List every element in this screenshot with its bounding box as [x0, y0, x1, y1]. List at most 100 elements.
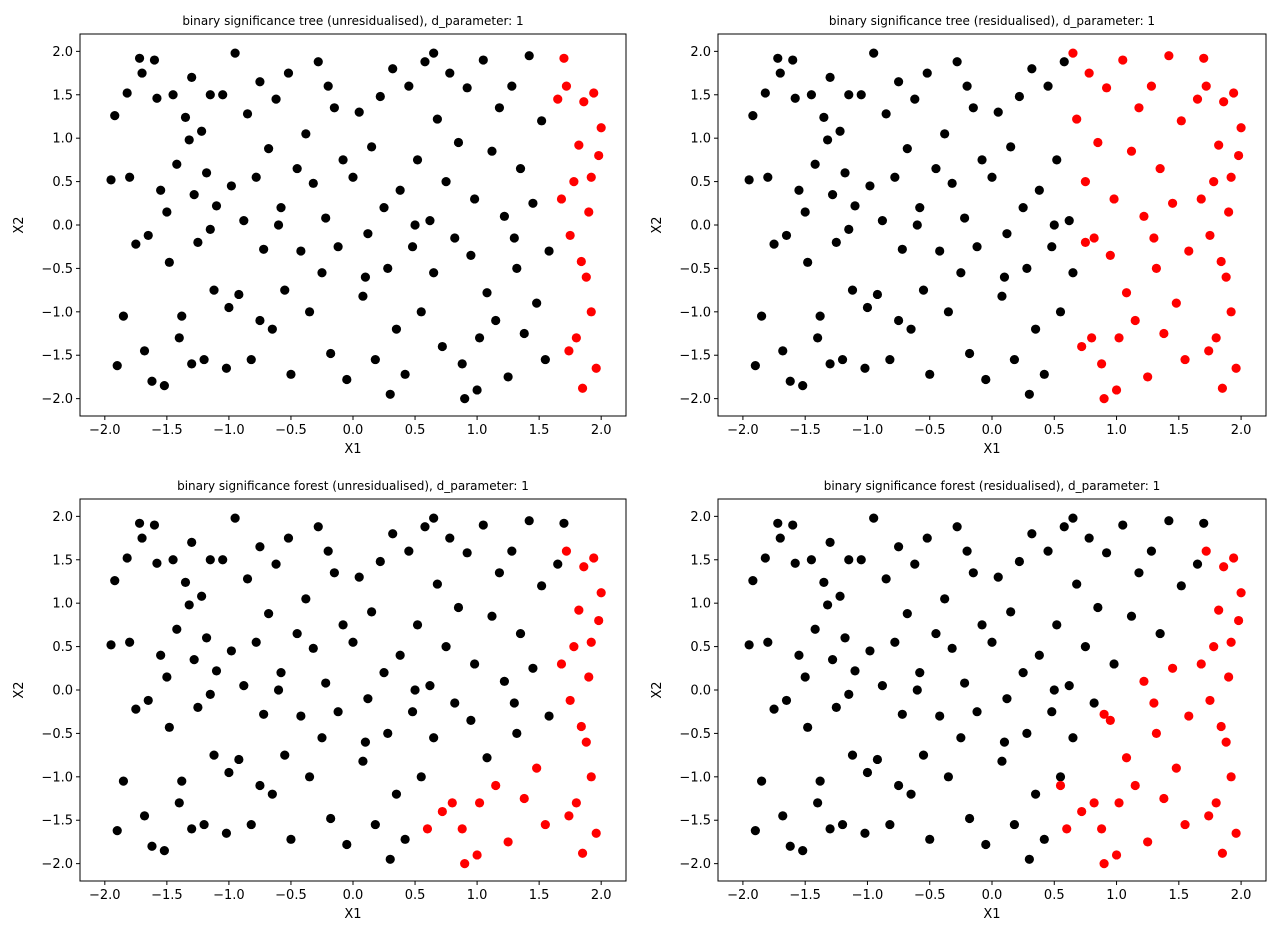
data-point	[1199, 518, 1209, 528]
data-point	[224, 767, 234, 778]
data-point	[775, 533, 785, 543]
data-point	[962, 546, 972, 556]
data-point	[1176, 116, 1186, 126]
data-point	[205, 555, 215, 565]
data-point	[1226, 772, 1236, 782]
data-point	[255, 315, 265, 326]
data-point	[164, 722, 174, 732]
data-point	[441, 176, 451, 187]
y-tick-label: 0.0	[690, 219, 711, 234]
data-point	[781, 230, 792, 241]
data-point	[360, 272, 371, 282]
data-point	[964, 813, 975, 824]
data-point	[1097, 824, 1107, 834]
y-tick-label: −1.0	[41, 770, 73, 785]
y-tick-label: −0.5	[679, 262, 711, 277]
x-axis-label: X1	[983, 907, 1000, 922]
data-point	[806, 90, 817, 100]
data-point	[760, 88, 770, 98]
data-point	[512, 728, 522, 739]
data-point	[122, 88, 132, 98]
data-point	[460, 394, 470, 404]
data-point	[296, 246, 306, 256]
data-point	[429, 268, 439, 278]
data-point	[1139, 211, 1149, 221]
data-point	[280, 750, 290, 760]
data-point	[131, 704, 141, 714]
subplot-tree-residualised: binary significance tree (residualised),…	[650, 14, 1267, 457]
data-point	[1068, 48, 1078, 58]
data-point	[143, 695, 153, 706]
data-point	[800, 207, 810, 217]
data-point	[586, 307, 596, 317]
data-point	[773, 518, 783, 528]
data-point	[910, 559, 920, 569]
x-tick-label: 0.5	[405, 888, 426, 903]
data-point	[363, 694, 373, 704]
data-point	[1217, 848, 1228, 858]
data-point	[1214, 605, 1224, 615]
data-point	[1084, 533, 1094, 543]
data-point	[379, 203, 389, 213]
data-point	[831, 702, 841, 712]
data-point	[785, 841, 795, 851]
data-point	[537, 581, 547, 591]
data-point	[512, 263, 522, 274]
data-point	[1236, 588, 1246, 598]
data-point	[813, 798, 823, 808]
chart-title: binary significance tree (residualised),…	[829, 14, 1155, 28]
x-axis-label: X1	[983, 442, 1000, 457]
data-point	[251, 172, 261, 182]
data-point	[850, 666, 860, 676]
data-point	[574, 140, 584, 150]
data-point	[112, 361, 122, 371]
data-point	[1118, 55, 1128, 65]
data-point	[313, 57, 323, 67]
data-point	[156, 650, 166, 660]
data-point	[342, 839, 352, 850]
data-point	[591, 363, 601, 373]
data-point	[131, 239, 141, 249]
data-point	[1014, 91, 1024, 102]
y-axis-label: X2	[650, 216, 665, 233]
data-point	[825, 537, 835, 548]
y-tick-label: −2.0	[41, 392, 73, 407]
non-significant-points	[744, 513, 1209, 864]
data-point	[962, 81, 972, 91]
data-point	[1043, 546, 1053, 556]
x-tick-label: 1.0	[467, 423, 488, 438]
data-point	[556, 659, 567, 669]
x-tick-label: 1.0	[467, 888, 488, 903]
x-tick-label: −0.5	[914, 888, 946, 903]
data-point	[844, 90, 854, 100]
data-point	[564, 346, 574, 356]
data-point	[1201, 546, 1211, 556]
data-point	[134, 518, 145, 528]
data-point	[1151, 263, 1161, 274]
data-point	[333, 707, 343, 717]
data-point	[586, 172, 596, 182]
data-point	[544, 711, 554, 721]
y-tick-label: 1.0	[690, 597, 711, 612]
y-tick-label: 1.5	[690, 553, 711, 568]
data-point	[825, 359, 835, 369]
x-tick-label: 0.5	[405, 423, 426, 438]
data-point	[1180, 354, 1190, 365]
data-point	[159, 846, 169, 856]
y-tick-label: −1.0	[679, 770, 711, 785]
data-point	[912, 685, 922, 695]
data-point	[494, 568, 505, 578]
data-point	[1089, 233, 1099, 243]
data-point	[1216, 721, 1226, 732]
data-point	[301, 129, 311, 139]
data-point	[1034, 185, 1044, 195]
data-point	[152, 93, 162, 103]
data-point	[788, 55, 798, 65]
data-point	[856, 90, 866, 100]
data-point	[1149, 698, 1159, 708]
data-point	[149, 520, 160, 530]
data-point	[437, 806, 447, 817]
data-point	[1205, 230, 1215, 241]
y-tick-label: 1.0	[52, 597, 73, 612]
data-point	[1099, 709, 1109, 719]
